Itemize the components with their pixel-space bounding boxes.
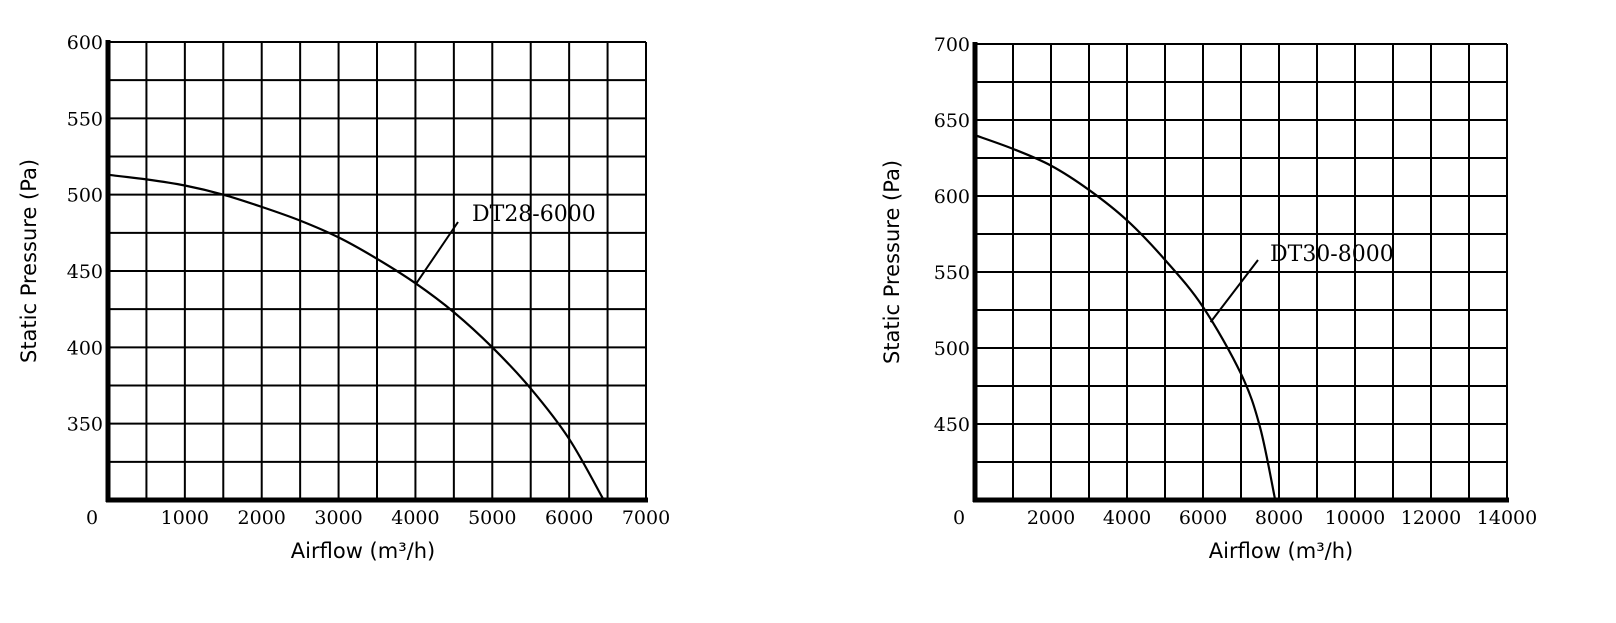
series-line-dt30-8000	[974, 134, 1277, 501]
x-tick-label: 8000	[1255, 507, 1303, 529]
y-tick-label: 500	[67, 185, 103, 207]
y-tick-label: 600	[934, 186, 970, 208]
x-tick-label: 2000	[1027, 507, 1075, 529]
grid	[108, 41, 647, 500]
annotation-leader-line	[414, 221, 459, 286]
y-tick-label: 400	[67, 337, 103, 359]
y-tick-label: 650	[934, 110, 970, 132]
x-tick-label: 0	[953, 507, 965, 529]
x-tick-label: 14000	[1477, 507, 1537, 529]
annotation-label: DT28-6000	[472, 202, 596, 227]
chart-dt28-6000: 0 1000 2000 3000 4000 5000 6000 7000 350 400 450 50…	[17, 32, 670, 563]
y-tick-label: 550	[67, 108, 103, 130]
chart-dt30-8000: 0 2000 4000 6000 8000 10000 12000 14000 450 500 55…	[880, 34, 1537, 563]
x-tick-label: 2000	[238, 507, 286, 529]
x-tick-label: 5000	[468, 507, 516, 529]
x-tick-label: 0	[86, 507, 98, 529]
y-tick-label: 500	[934, 338, 970, 360]
y-tick-label: 350	[67, 414, 103, 436]
x-tick-label: 12000	[1401, 507, 1461, 529]
x-axis-title: Airflow (m³/h)	[291, 539, 435, 563]
x-tick-label: 4000	[1103, 507, 1151, 529]
x-axis-title: Airflow (m³/h)	[1209, 539, 1353, 563]
y-axis-title: Static Pressure (Pa)	[17, 159, 41, 363]
y-tick-label: 600	[67, 32, 103, 54]
x-tick-label: 4000	[391, 507, 439, 529]
y-axis-title: Static Pressure (Pa)	[880, 160, 904, 364]
y-tick-label: 550	[934, 262, 970, 284]
x-tick-label: 7000	[622, 507, 670, 529]
x-tick-label: 10000	[1325, 507, 1385, 529]
x-tick-label: 6000	[1179, 507, 1227, 529]
x-tick-label: 1000	[161, 507, 209, 529]
x-tick-label: 6000	[545, 507, 593, 529]
x-tick-label: 3000	[314, 507, 362, 529]
y-tick-label: 450	[934, 414, 970, 436]
annotation-label: DT30-8000	[1270, 242, 1394, 267]
annotation-leader-line	[1209, 259, 1259, 323]
y-tick-label: 700	[934, 34, 970, 56]
grid	[975, 43, 1508, 500]
series-line-dt28-6000	[107, 173, 605, 501]
y-tick-label: 450	[67, 261, 103, 283]
